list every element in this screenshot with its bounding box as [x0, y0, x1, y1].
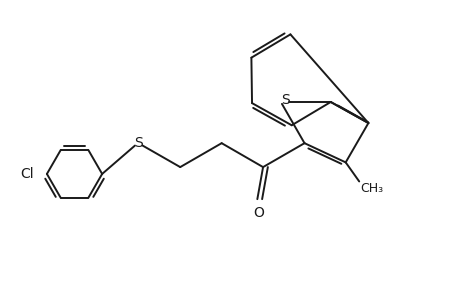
Text: O: O	[252, 206, 263, 220]
Text: Cl: Cl	[20, 167, 34, 181]
Text: CH₃: CH₃	[359, 182, 382, 195]
Text: S: S	[134, 136, 143, 150]
Text: S: S	[280, 93, 289, 107]
